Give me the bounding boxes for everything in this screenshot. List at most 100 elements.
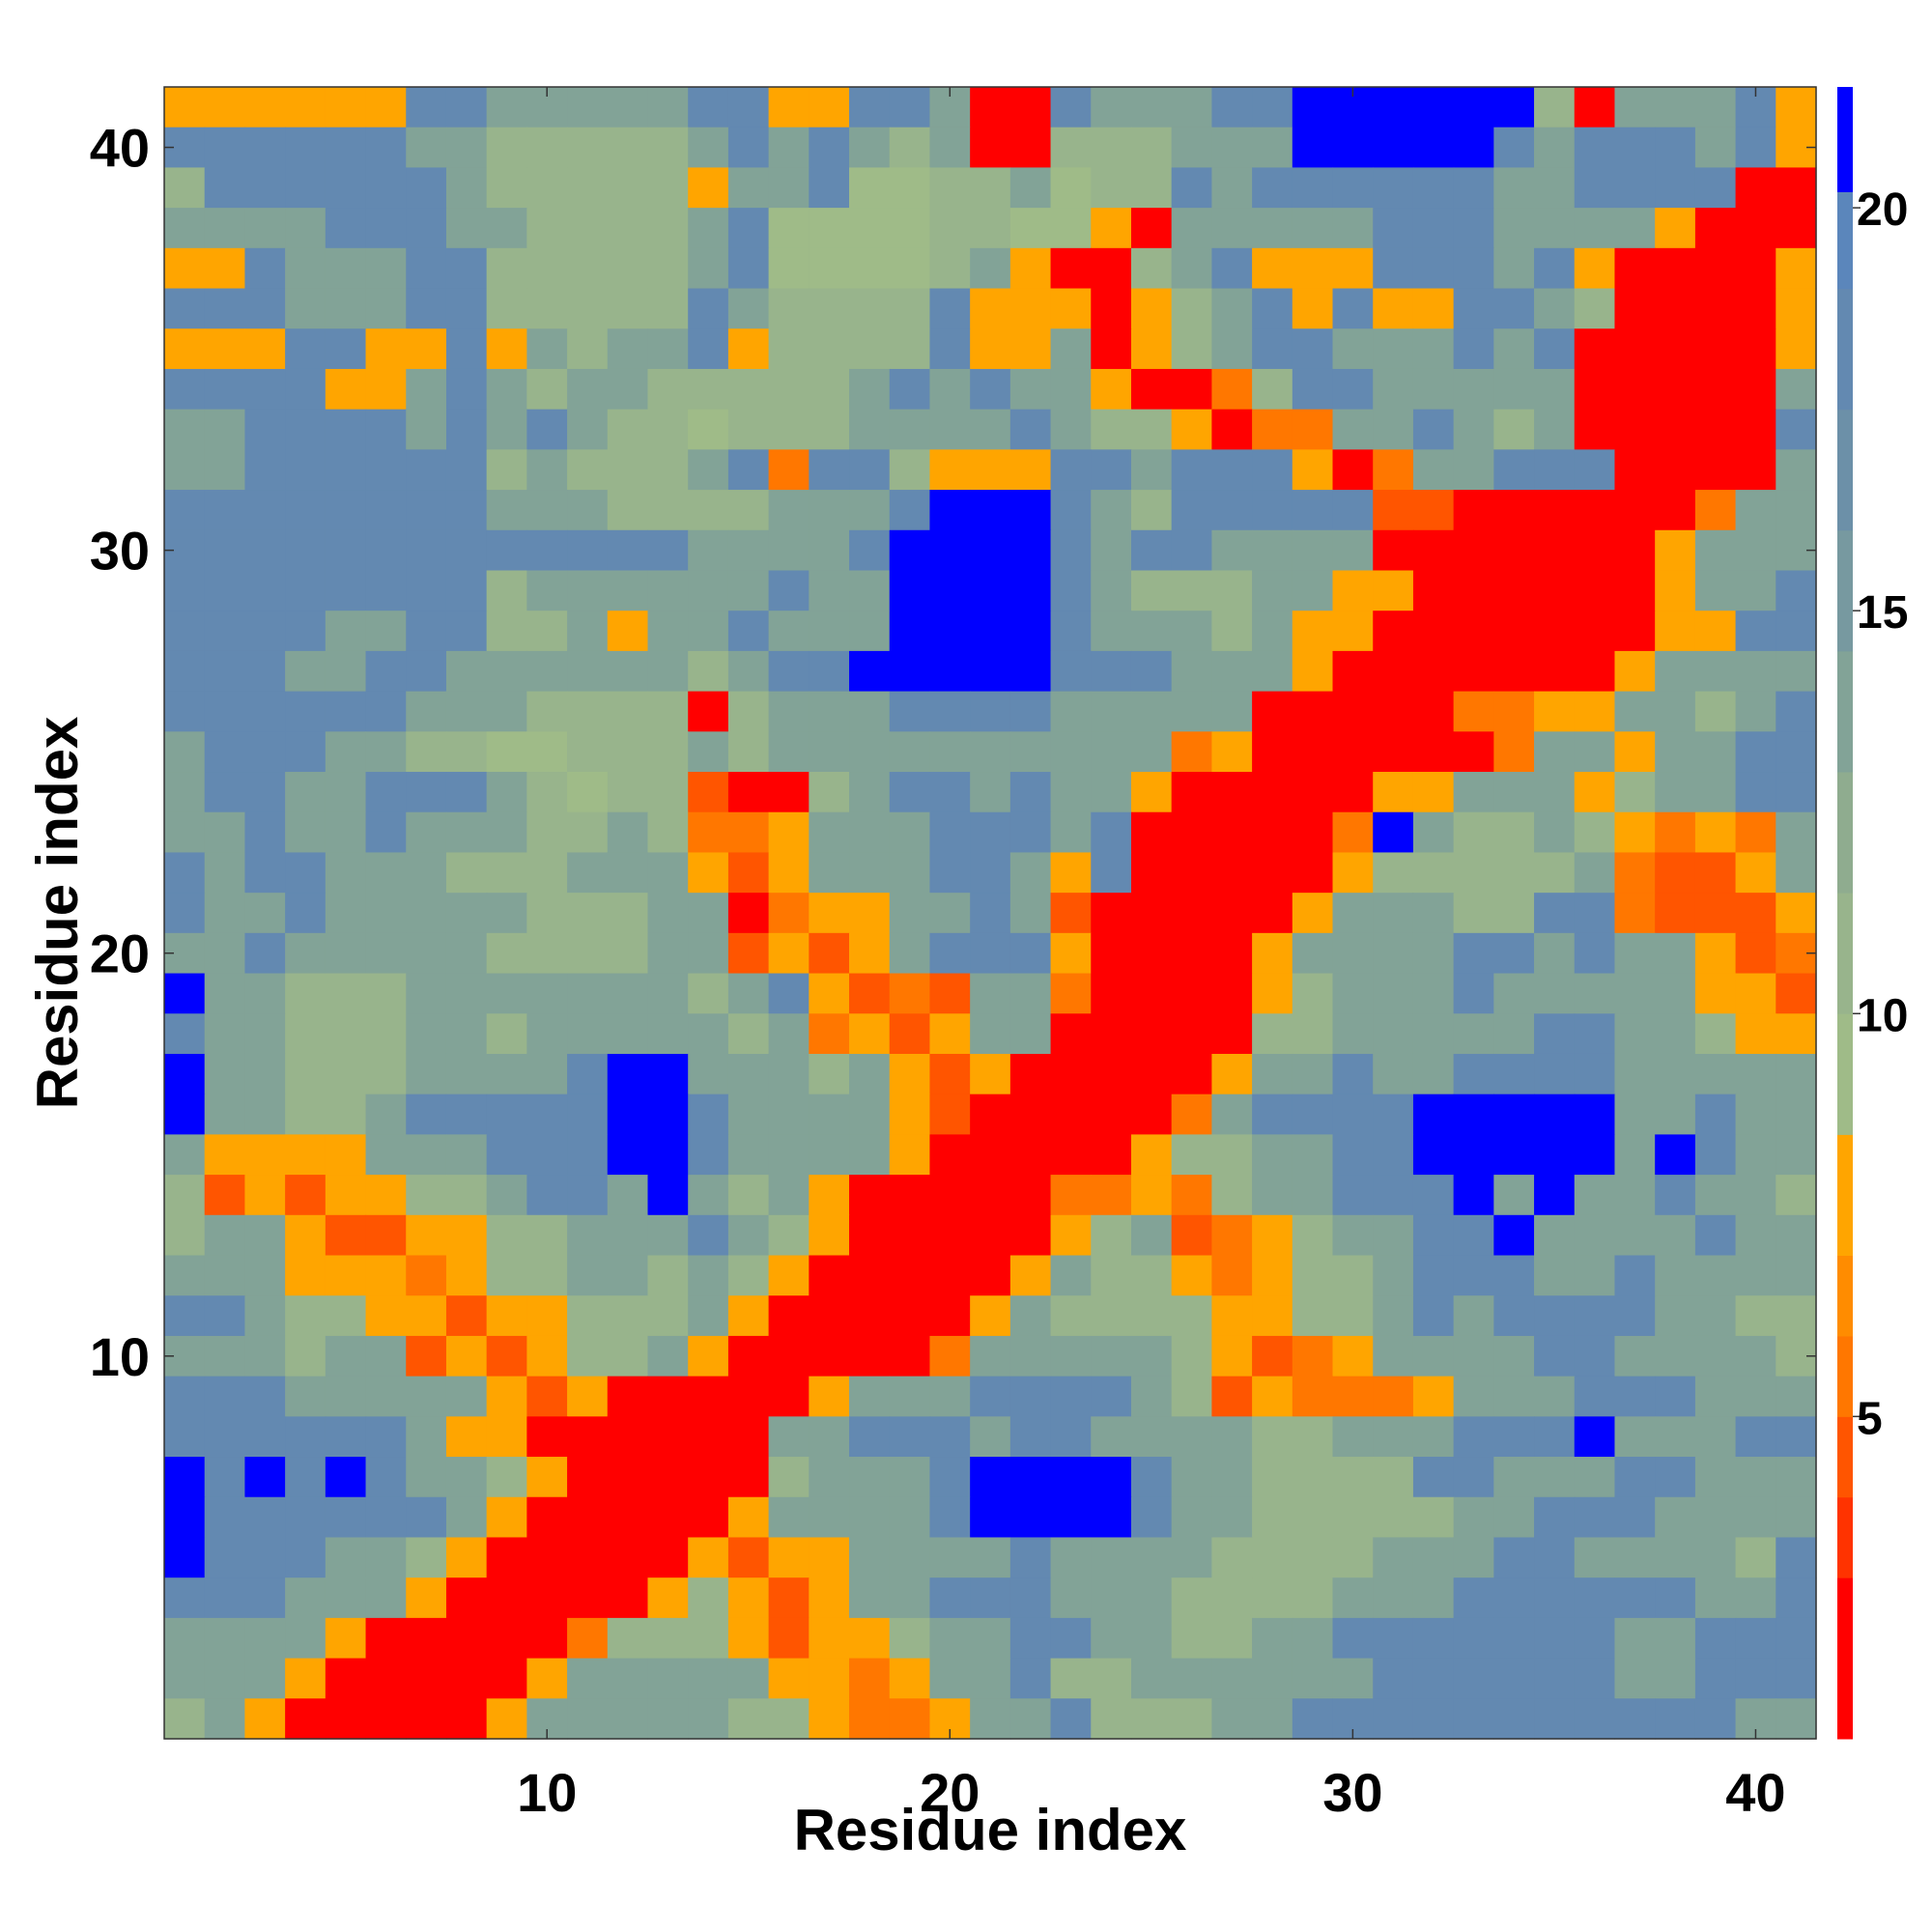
heatmap-cell xyxy=(244,1335,286,1378)
heatmap-cell xyxy=(1574,167,1616,209)
heatmap-cell xyxy=(607,570,649,611)
heatmap-cell xyxy=(486,772,527,813)
heatmap-cell xyxy=(1292,1416,1334,1458)
heatmap-cell xyxy=(768,1134,810,1176)
heatmap-cell xyxy=(1211,328,1253,370)
heatmap-cell xyxy=(1009,87,1052,128)
heatmap-cell xyxy=(1534,650,1576,693)
heatmap-cell xyxy=(889,852,931,894)
heatmap-cell xyxy=(647,288,689,329)
heatmap-cell xyxy=(1735,1577,1776,1619)
heatmap-cell xyxy=(1130,127,1173,169)
heatmap-cell xyxy=(1373,529,1414,572)
heatmap-cell xyxy=(1050,1496,1092,1539)
heatmap-cell xyxy=(1050,328,1092,370)
heatmap-cell xyxy=(1211,368,1253,411)
heatmap-cell xyxy=(1694,167,1737,209)
heatmap-cell xyxy=(607,893,649,934)
heatmap-cell xyxy=(1776,208,1817,249)
heatmap-cell xyxy=(1091,1134,1132,1176)
heatmap-cell xyxy=(1574,811,1616,854)
heatmap-cell xyxy=(285,167,327,209)
heatmap-cell xyxy=(1252,1376,1293,1417)
heatmap-cell xyxy=(365,1658,407,1699)
heatmap-cell xyxy=(849,1376,891,1417)
heatmap-cell xyxy=(970,288,1011,329)
heatmap-cell xyxy=(567,1013,609,1055)
heatmap-cell xyxy=(809,529,850,572)
heatmap-cell xyxy=(1252,1053,1293,1095)
heatmap-cell xyxy=(1412,1094,1455,1135)
heatmap-cell xyxy=(1574,87,1616,128)
heatmap-cell xyxy=(1130,1537,1173,1578)
heatmap-cell xyxy=(970,208,1011,249)
heatmap-cell xyxy=(1614,1617,1656,1660)
heatmap-cell xyxy=(809,1376,850,1417)
heatmap-cell xyxy=(1130,1094,1173,1135)
heatmap-cell xyxy=(1211,1698,1253,1740)
heatmap-cell xyxy=(1171,1013,1212,1055)
heatmap-cell xyxy=(1453,208,1494,249)
heatmap-cell xyxy=(1050,731,1092,773)
heatmap-cell xyxy=(1493,852,1535,894)
heatmap-cell xyxy=(1252,1617,1293,1660)
heatmap-cell xyxy=(727,1496,770,1539)
heatmap-cell xyxy=(1534,852,1576,894)
heatmap-cell xyxy=(1412,973,1455,1014)
heatmap-cell xyxy=(1171,1335,1212,1378)
heatmap-cell xyxy=(486,1698,527,1740)
heatmap-cell xyxy=(406,490,447,531)
heatmap-cell xyxy=(970,1577,1011,1619)
heatmap-cell xyxy=(486,1214,527,1257)
heatmap-cell xyxy=(1453,1457,1494,1498)
heatmap-cell xyxy=(849,127,891,169)
heatmap-cell xyxy=(1574,731,1616,773)
heatmap-cell xyxy=(647,731,689,773)
heatmap-cell xyxy=(768,691,810,732)
heatmap-cell xyxy=(1534,611,1576,652)
heatmap-cell xyxy=(768,328,810,370)
heatmap-cell xyxy=(1091,1175,1132,1216)
heatmap-cell xyxy=(1735,449,1776,491)
heatmap-cell xyxy=(526,932,568,975)
heatmap-cell xyxy=(1091,247,1132,290)
heatmap-cell xyxy=(727,1335,770,1378)
heatmap-cell xyxy=(445,1577,488,1619)
heatmap-cell xyxy=(1171,368,1212,411)
heatmap-cell xyxy=(889,1658,931,1699)
heatmap-cell xyxy=(727,731,770,773)
heatmap-cell xyxy=(285,1496,327,1539)
heatmap-cell xyxy=(1694,409,1737,450)
heatmap-cell xyxy=(1453,811,1494,854)
heatmap-cell xyxy=(1534,1134,1576,1176)
heatmap-cell xyxy=(1091,973,1132,1014)
heatmap-cell xyxy=(1009,1698,1052,1740)
heatmap-cell xyxy=(1211,1013,1253,1055)
heatmap-cell xyxy=(1493,811,1535,854)
heatmap-cell xyxy=(1453,368,1494,411)
heatmap-cell xyxy=(1373,167,1414,209)
heatmap-cell xyxy=(727,1295,770,1337)
colorbar-segment xyxy=(1837,1255,1853,1337)
heatmap-cell xyxy=(1091,1537,1132,1578)
heatmap-cell xyxy=(1453,1416,1494,1458)
heatmap-cell xyxy=(1694,1416,1737,1458)
heatmap-cell xyxy=(607,1698,649,1740)
heatmap-cell xyxy=(1292,368,1334,411)
heatmap-cell xyxy=(1694,570,1737,611)
heatmap-cell xyxy=(1412,1698,1455,1740)
heatmap-cell xyxy=(1373,127,1414,169)
heatmap-cell xyxy=(526,570,568,611)
heatmap-cell xyxy=(1050,772,1092,813)
heatmap-cell xyxy=(809,449,850,491)
heatmap-cell xyxy=(768,87,810,128)
heatmap-cell xyxy=(1252,852,1293,894)
heatmap-cell xyxy=(849,1295,891,1337)
heatmap-cell xyxy=(889,1496,931,1539)
heatmap-cell xyxy=(1171,1496,1212,1539)
heatmap-cell xyxy=(1171,1537,1212,1578)
heatmap-cell xyxy=(1130,570,1173,611)
heatmap-cell xyxy=(1130,973,1173,1014)
heatmap-cell xyxy=(285,1053,327,1095)
heatmap-cell xyxy=(970,490,1011,531)
